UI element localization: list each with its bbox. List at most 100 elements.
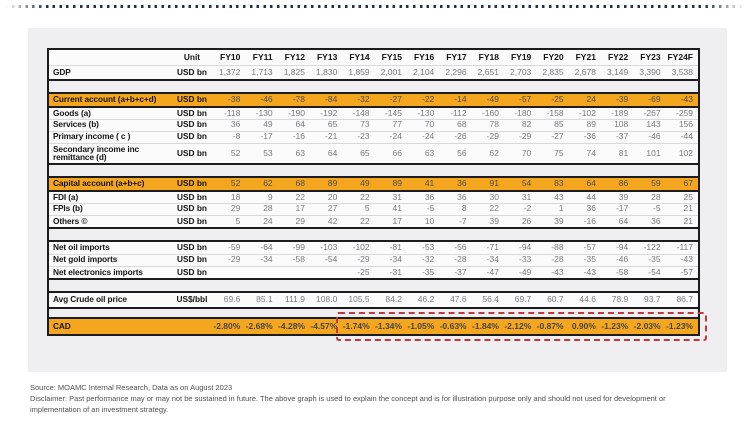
value-cell: 41	[424, 178, 435, 189]
value-cell: 22	[295, 191, 305, 202]
value-cell	[213, 266, 245, 278]
value-cell: -29	[228, 254, 241, 265]
section-table: Current account (a+b+c+d) USD bn -38 -46 -78…	[49, 94, 698, 163]
table-row: Goods (a) USD bn -118 -130 -190 -192 -148 -145 -…	[49, 107, 698, 119]
unit-header: Unit	[183, 51, 201, 62]
value-cell: 17	[392, 215, 402, 226]
value-cell: 41	[392, 203, 402, 214]
section-table: Capital account (a+b+c) USD bn 52 62 68 89 49 8…	[49, 178, 698, 227]
disclaimer-text: Disclaimer: Past performance may or may …	[30, 393, 666, 414]
value-cell: -46	[260, 94, 273, 105]
value-cell: 75	[554, 147, 564, 158]
value-cell: -43	[680, 254, 693, 265]
value-cell: 21	[683, 215, 693, 226]
value-cell: 39	[618, 191, 629, 202]
table-row: Secondary income inc remittance (d) USD b…	[49, 143, 698, 163]
value-cell: 3,390	[639, 66, 661, 77]
value-cell: 1,859	[348, 66, 370, 77]
value-cell: -29	[518, 131, 532, 142]
section-table: Unit FY10 FY11 FY12 FY13 FY14 FY15 FY16 FY17 FY18…	[49, 50, 698, 79]
table-section-4: Avg Crude oil price US$/bbl 69.6 85.1 111.9 1…	[49, 291, 698, 309]
value-cell: -267	[643, 107, 661, 118]
value-cell: -2	[523, 203, 532, 214]
value-cell: -34	[260, 254, 273, 265]
value-cell: 36	[457, 178, 467, 189]
value-cell	[245, 266, 277, 278]
value-cell: -148	[352, 107, 370, 118]
value-cell: -46	[615, 254, 629, 265]
value-cell: -1.74%	[342, 320, 370, 331]
value-cell: 69.7	[514, 294, 532, 305]
section-gap	[49, 165, 698, 176]
value-cell: 59	[651, 178, 661, 189]
row-unit: USD bn	[177, 94, 207, 105]
table-row: GDP USD bn 1,372 1,713 1,825 1,830 1,859 2,001 2…	[49, 65, 698, 79]
value-cell: 68	[457, 119, 467, 130]
row-label: Goods (a)	[53, 107, 91, 118]
value-cell: 101	[646, 147, 661, 158]
value-cell: 52	[230, 178, 241, 189]
value-cell: 85	[554, 119, 564, 130]
row-label: Avg Crude oil price	[53, 294, 127, 305]
footer: Source: MOAMC Internal Research, Data as…	[30, 383, 675, 416]
value-cell: 111.9	[284, 294, 305, 305]
value-cell: -53	[422, 242, 435, 253]
value-cell: 24	[586, 94, 596, 105]
value-cell: -35	[583, 254, 596, 265]
value-cell: 5	[235, 215, 241, 226]
value-cell: 74	[586, 147, 596, 158]
value-cell: 9	[267, 191, 273, 202]
value-cell: -39	[615, 94, 629, 105]
value-cell: -43	[680, 94, 693, 105]
value-cell: -37	[615, 131, 629, 142]
value-cell: 78.9	[611, 294, 629, 305]
value-cell: 68	[295, 178, 305, 189]
row-label: Net gold imports	[53, 254, 118, 265]
value-cell: 52	[230, 147, 241, 158]
value-cell: 84.2	[385, 294, 402, 305]
row-unit: USD bn	[177, 66, 207, 77]
value-cell: -35	[648, 254, 661, 265]
value-cell: -69	[648, 94, 661, 105]
row-unit: USD bn	[177, 191, 207, 202]
value-cell: -122	[643, 242, 661, 253]
value-cell: -84	[325, 94, 338, 105]
value-cell: 73	[360, 119, 370, 130]
row-unit: USD bn	[177, 147, 207, 158]
value-cell: -34	[486, 254, 499, 265]
value-cell: -28	[454, 254, 467, 265]
table-section-1: Current account (a+b+c+d) USD bn -38 -46 -78…	[49, 92, 698, 165]
value-cell: 89	[392, 178, 402, 189]
value-cell: -24	[389, 131, 402, 142]
value-cell: 46.2	[417, 294, 435, 305]
value-cell: -28	[551, 254, 564, 265]
value-cell: 65	[360, 147, 370, 158]
year-header: FY19	[510, 51, 532, 62]
value-cell: 24	[263, 215, 273, 226]
value-cell: 5	[364, 203, 370, 214]
row-label: GDP	[53, 66, 71, 77]
value-cell: 18	[230, 191, 241, 202]
section-table: CAD -2.80% -2.68% -4.28% -4.57% -1.74% -1.34% -…	[49, 319, 698, 334]
value-cell: -44	[680, 131, 693, 142]
value-cell: 2,835	[542, 66, 564, 77]
value-cell: -71	[486, 242, 499, 253]
value-cell: 64	[327, 147, 338, 158]
value-cell: -32	[357, 94, 370, 105]
value-cell: 2,651	[477, 66, 499, 77]
row-label: Current account (a+b+c+d)	[53, 94, 157, 105]
row-label: Capital account (a+b+c)	[53, 178, 145, 189]
value-cell: 54	[521, 178, 532, 189]
year-header: FY20	[543, 51, 564, 62]
value-cell: -1.23%	[666, 320, 693, 331]
year-header: FY17	[446, 51, 467, 62]
value-cell: -2.12%	[504, 320, 532, 331]
value-cell: -21	[325, 131, 338, 142]
value-cell: 2,001	[380, 66, 402, 77]
value-cell: -1.05%	[407, 320, 435, 331]
value-cell: -59	[228, 242, 241, 253]
value-cell: 83	[554, 178, 564, 189]
value-cell: 64	[295, 119, 305, 130]
year-header: FY10	[220, 51, 241, 62]
value-cell: -14	[454, 94, 467, 105]
